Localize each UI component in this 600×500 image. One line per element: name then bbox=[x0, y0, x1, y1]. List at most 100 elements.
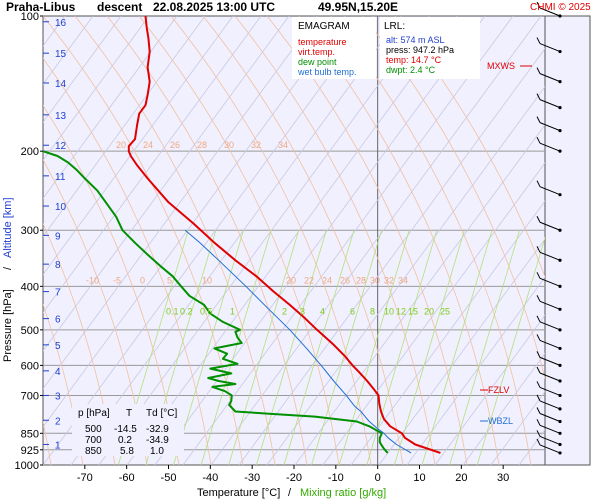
lrl-press: press: 947.2 hPa bbox=[386, 45, 454, 55]
wind-barb-staff bbox=[539, 300, 561, 310]
wind-barb-staff bbox=[539, 413, 561, 422]
lrl-temp: temp: 14.7 °C bbox=[386, 55, 442, 65]
x-tick-label: 20 bbox=[455, 472, 467, 484]
x-tick-label: -30 bbox=[244, 472, 260, 484]
moist-adiabat bbox=[43, 158, 148, 465]
altitude-tick-label: 12 bbox=[55, 141, 67, 152]
wind-barb-staff bbox=[539, 142, 561, 152]
legend-box bbox=[292, 17, 376, 79]
tick-layer: -70 -60 -50 -40 -30 -20 -10 0 10 20 30100200300400… bbox=[15, 11, 510, 484]
wind-barb bbox=[536, 419, 562, 435]
wind-barb bbox=[536, 407, 562, 424]
mixing-ratio-label: 0.2 bbox=[180, 306, 193, 316]
mixing-ratio-line bbox=[421, 230, 493, 465]
wind-barb-flag bbox=[536, 136, 541, 144]
adiabat-label: 24 bbox=[143, 140, 153, 150]
mixing-ratio-label: 25 bbox=[440, 306, 450, 316]
series-line-dew-point bbox=[43, 150, 389, 454]
altitude-tick-label: 5 bbox=[55, 341, 61, 352]
wind-barb bbox=[536, 67, 562, 84]
dry-adiabat bbox=[238, 47, 545, 465]
lrl-dwpt: dwpt: 2.4 °C bbox=[386, 65, 436, 75]
adiabat-label: 20 bbox=[116, 140, 126, 150]
adiabat-label: -10 bbox=[86, 275, 99, 285]
wind-barb bbox=[536, 334, 562, 351]
wind-barb bbox=[536, 430, 562, 447]
wind-panel bbox=[544, 15, 591, 466]
wind-barb-staff bbox=[539, 43, 561, 53]
adiabat-label: 26 bbox=[340, 275, 350, 285]
wind-barb bbox=[536, 93, 562, 110]
mixing-ratio-line bbox=[338, 230, 410, 465]
adiabat-label: 32 bbox=[384, 275, 394, 285]
x-axis-slash: / bbox=[288, 487, 292, 499]
dry-adiabat bbox=[70, 16, 402, 465]
wind-barb-staff bbox=[539, 444, 561, 454]
x-tick-label: -50 bbox=[161, 472, 177, 484]
wind-barb bbox=[536, 136, 562, 153]
x-axis-label-2: Mixing ratio [g/kg] bbox=[300, 487, 386, 499]
dry-adiabat bbox=[43, 16, 206, 238]
x-tick-label: 10 bbox=[413, 472, 425, 484]
wind-barb bbox=[536, 216, 562, 232]
x-tick-label: -60 bbox=[119, 472, 135, 484]
x-axis-label: Temperature [°C] bbox=[197, 487, 280, 499]
moist-adiabat bbox=[138, 16, 340, 465]
series-layer bbox=[43, 16, 441, 454]
wind-barb-flag bbox=[536, 351, 541, 358]
wind-barb bbox=[536, 1, 562, 18]
wind-barb-staff bbox=[539, 372, 561, 382]
wind-barb-staff bbox=[539, 321, 561, 331]
x-tick-label: 0 bbox=[375, 472, 381, 484]
y-axis-label-2: Altitude [km] bbox=[2, 197, 14, 258]
lrl-alt: alt: 574 m ASL bbox=[386, 35, 445, 45]
adiabat-label: 34 bbox=[278, 140, 288, 150]
dry-adiabat bbox=[43, 16, 178, 199]
wind-barb-flag bbox=[536, 295, 541, 302]
wind-barb-staff bbox=[539, 435, 561, 445]
mixing-ratio-line bbox=[173, 230, 244, 465]
mixing-ratio-label: 4 bbox=[320, 306, 325, 316]
altitude-tick-label: 4 bbox=[55, 367, 61, 378]
wind-barb bbox=[536, 315, 562, 332]
y-axis-label: Pressure [hPa] bbox=[2, 289, 14, 362]
wind-barb-staff bbox=[539, 7, 561, 17]
mixing-ratio-label: 8 bbox=[370, 306, 375, 316]
dry-adiabat bbox=[434, 314, 545, 465]
wind-barb-staff bbox=[539, 400, 561, 410]
x-tick-label: -10 bbox=[328, 472, 344, 484]
wind-barb-flag bbox=[536, 246, 541, 253]
mixing-ratio-label: 12 bbox=[396, 306, 406, 316]
table-cell: 850 bbox=[85, 446, 102, 457]
altitude-tick-label: 15 bbox=[55, 49, 67, 60]
wind-barb bbox=[536, 351, 562, 367]
wind-barb-flag bbox=[536, 315, 541, 323]
x-tick-label: -40 bbox=[202, 472, 218, 484]
table-cell: 1.0 bbox=[150, 446, 164, 457]
marker-mxws: MXWS bbox=[487, 61, 515, 71]
adiabat-label: -5 bbox=[113, 275, 121, 285]
table-cell: 0.2 bbox=[118, 435, 132, 446]
adiabat-label: 5 bbox=[167, 275, 172, 285]
data-table: p [hPa] T Td [°C] 500 -14.5 -32.9 700 0.… bbox=[72, 404, 184, 457]
wind-barb-flag bbox=[536, 93, 541, 100]
marker-fzlv: FZLV bbox=[488, 385, 509, 395]
adiabat-label: 20 bbox=[286, 275, 296, 285]
lrl-box bbox=[380, 17, 480, 79]
series-line-temperature bbox=[127, 16, 441, 454]
adiabat-label: 32 bbox=[251, 140, 261, 150]
mixing-ratio-label: 3 bbox=[300, 306, 305, 316]
altitude-tick-label: 6 bbox=[55, 315, 61, 326]
x-tick-label: -70 bbox=[77, 472, 93, 484]
wind-barb bbox=[536, 438, 562, 455]
dry-adiabat bbox=[43, 16, 262, 314]
mixing-ratio-label: 0.5 bbox=[200, 306, 213, 316]
adiabat-label: 22 bbox=[304, 275, 314, 285]
wind-barb-staff bbox=[539, 73, 561, 83]
mixing-ratio-label: 10 bbox=[384, 306, 394, 316]
moist-adiabat bbox=[43, 57, 212, 465]
altitude-tick-label: 10 bbox=[55, 202, 67, 213]
table-header-td: Td [°C] bbox=[146, 408, 177, 419]
y-tick-label: 300 bbox=[21, 225, 39, 237]
mode-label: descent bbox=[97, 0, 142, 14]
